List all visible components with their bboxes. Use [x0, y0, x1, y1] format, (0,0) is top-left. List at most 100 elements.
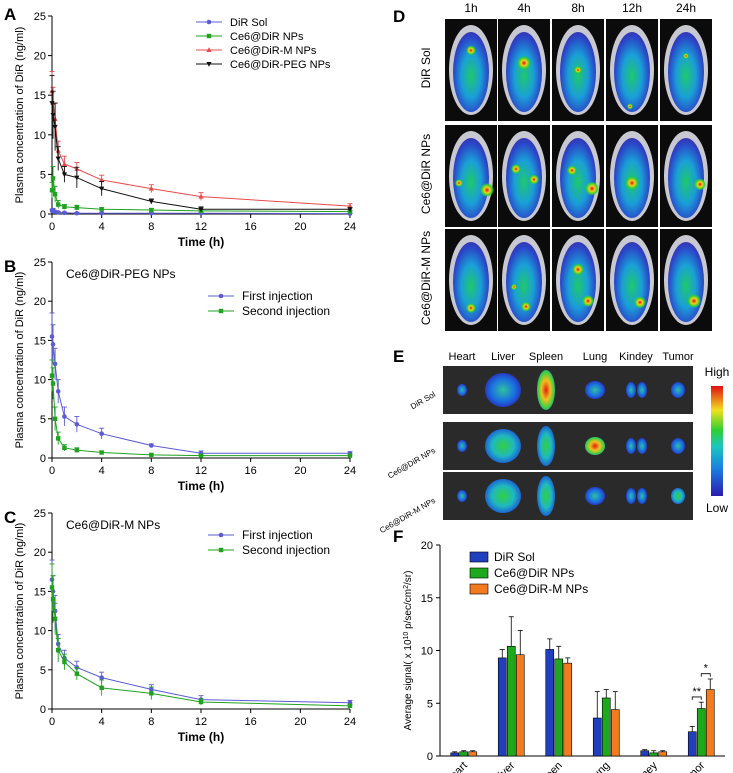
organ-label: Heart: [449, 351, 476, 363]
x-tick-label: Spleen: [532, 760, 565, 773]
data-point: [56, 202, 61, 207]
x-tick-label: 24: [344, 221, 356, 233]
scale-high-label: High: [705, 365, 730, 379]
mouse-signal: [668, 138, 704, 218]
panel-label-a: A: [4, 5, 16, 24]
data-point: [62, 414, 67, 419]
organ-tumor: [671, 488, 685, 504]
y-axis-label-part: p/sec/cm: [403, 589, 414, 632]
data-point: [74, 671, 80, 676]
organ-kidney-left: [626, 382, 636, 398]
panel-label-f: F: [393, 527, 403, 546]
mouse-signal: [560, 138, 596, 218]
x-tick-label: Lung: [587, 760, 613, 773]
y-tick-label: 15: [34, 586, 46, 598]
data-point: [149, 207, 154, 213]
x-tick-label: Tumor: [677, 759, 708, 773]
organ-kidney-right: [637, 438, 647, 454]
organ-tumor: [671, 438, 685, 454]
time-label: 1h: [464, 1, 477, 15]
signal-hotspot: [466, 45, 476, 56]
time-label: 4h: [517, 1, 530, 15]
bar: [554, 658, 564, 757]
data-point: [198, 207, 204, 213]
organ-liver: [485, 429, 521, 463]
data-point: [49, 585, 55, 590]
bar: [601, 697, 611, 757]
mouse-signal: [453, 138, 489, 218]
legend-swatch: [469, 567, 489, 579]
data-point: [49, 373, 55, 378]
organ-strip: [443, 422, 693, 470]
data-point: [61, 172, 68, 178]
bar: [515, 654, 525, 757]
significance-label: *: [704, 663, 709, 675]
mouse-signal: [453, 32, 489, 112]
signal-hotspot: [683, 53, 689, 59]
organ-heart: [457, 440, 467, 452]
organ-spleen: [537, 476, 555, 516]
bar: [468, 751, 478, 757]
mouse-signal: [614, 32, 650, 112]
data-point: [52, 416, 58, 421]
signal-hotspot: [466, 303, 476, 313]
signal-hotspot: [574, 66, 582, 74]
bar: [696, 708, 706, 757]
legend-label: Ce6@DiR-PEG NPs: [230, 59, 331, 71]
series-line: [51, 91, 351, 207]
signal-hotspot: [521, 301, 531, 312]
y-tick-label: 5: [40, 665, 46, 677]
y-axis-label-part: 2: [403, 585, 410, 589]
data-point: [74, 205, 80, 210]
mouse-signal: [560, 242, 596, 322]
data-point: [62, 204, 67, 210]
y-tick-label: 25: [34, 257, 46, 269]
data-point: [55, 210, 61, 215]
legend-label: Ce6@DiR-M NPs: [230, 45, 317, 57]
series-line: [51, 336, 350, 454]
organ-kidney-left: [626, 488, 636, 504]
data-point: [99, 210, 104, 216]
data-point: [74, 175, 80, 181]
color-scale-bar: [711, 386, 723, 496]
panel-label-d: D: [393, 7, 405, 26]
y-tick-label: 5: [40, 414, 46, 426]
legend-marker: [218, 547, 224, 553]
bar: [640, 750, 650, 757]
x-tick-label: 12: [195, 221, 207, 233]
y-tick-label: 10: [421, 646, 433, 658]
data-point: [55, 156, 61, 162]
data-point: [62, 659, 67, 665]
data-point: [52, 124, 58, 130]
data-point: [49, 334, 55, 339]
organ-lung: [585, 381, 605, 399]
time-label: 12h: [622, 1, 642, 15]
signal-hotspot: [572, 263, 584, 276]
bar: [649, 752, 659, 757]
data-point: [56, 436, 61, 441]
y-axis-label: Plasma concentration of DiR (ng/ml): [14, 523, 26, 700]
organ-spleen: [537, 370, 555, 410]
organ-spleen: [537, 426, 555, 466]
organ-row-label: Ce6@DiR-M NPs: [378, 496, 437, 535]
chart-c: 0 5 10 15 20 25 0 4 8 12 16 20 24 Time (h) Plasma conc…: [14, 508, 356, 744]
x-tick-label: Liver: [492, 759, 518, 773]
x-tick-label: 8: [148, 465, 154, 477]
signal-hotspot: [511, 284, 517, 290]
y-tick-label: 25: [34, 508, 46, 520]
scale-low-label: Low: [706, 501, 728, 515]
time-label: 24h: [676, 1, 696, 15]
x-tick-label: 20: [294, 716, 306, 728]
x-tick-label: 20: [294, 221, 306, 233]
data-point: [49, 188, 55, 193]
organ-row-label: Ce6@DiR NPs: [386, 446, 437, 481]
x-axis-label: Time (h): [178, 235, 224, 249]
data-point: [62, 445, 67, 451]
time-label: 8h: [571, 1, 584, 15]
organ-strip: [443, 472, 693, 520]
y-tick-label: 5: [40, 169, 46, 181]
row-label: Ce6@DiR-M NPs: [419, 231, 433, 325]
panel-label-b: B: [4, 257, 16, 276]
data-point: [61, 161, 68, 167]
